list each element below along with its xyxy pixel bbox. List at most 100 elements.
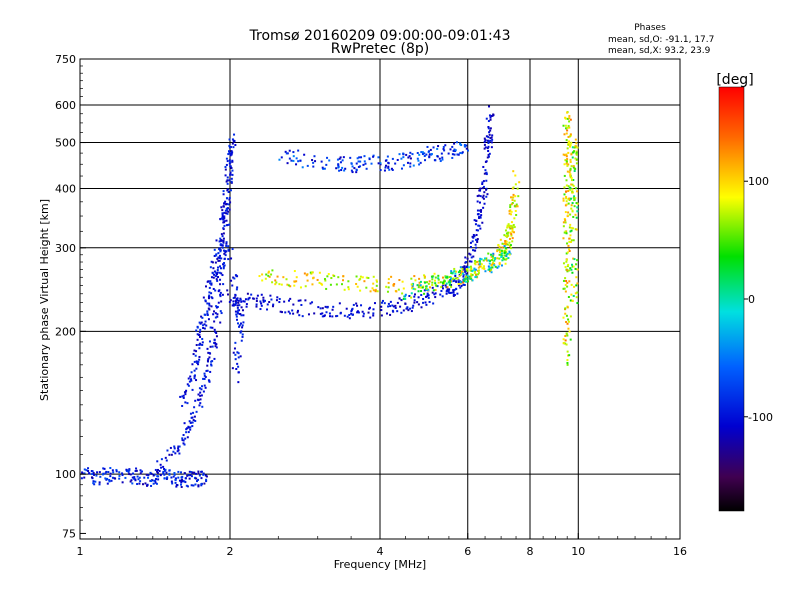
echo-point [222,240,225,243]
echo-point [219,278,222,281]
echo-point [212,267,215,270]
echo-point [490,264,493,267]
echo-point [260,304,263,307]
echo-point [260,293,263,296]
echo-point [234,143,237,146]
echo-point [562,153,565,156]
echo-point [396,158,399,161]
echo-point [220,233,223,236]
echo-point [565,132,568,135]
echo-point [462,283,465,286]
echo-point [473,235,476,238]
echo-point [265,273,268,276]
echo-point [228,223,231,226]
echo-point [128,469,131,472]
echo-point [208,294,211,297]
echo-point [431,291,434,294]
echo-point [476,200,479,203]
echo-point [493,264,496,267]
echo-point [392,305,395,308]
echo-point [209,266,212,269]
echo-point [426,295,429,298]
echo-point [427,296,430,299]
echo-point [181,395,184,398]
echo-point [573,170,576,173]
echo-point [168,469,171,472]
echo-point [193,406,196,409]
echo-point [207,295,210,298]
echo-point [516,187,519,190]
echo-point [459,281,462,284]
echo-point [164,456,167,459]
echo-point [229,161,232,164]
echo-point [512,196,515,199]
echo-point [228,196,231,199]
echo-point [475,246,478,249]
echo-point [571,299,574,302]
echo-point [481,181,484,184]
echo-point [432,146,435,149]
echo-point [425,287,428,290]
echo-point [481,267,484,270]
echo-point [417,286,420,289]
echo-point [219,240,222,243]
echo-point [293,270,296,273]
echo-point [301,166,304,169]
echo-point [491,255,494,258]
echo-point [453,153,456,156]
echo-point [180,483,183,486]
echo-point [191,421,194,424]
echo-point [477,263,480,266]
echo-point [475,238,478,241]
echo-point [492,113,495,116]
echo-point [450,270,453,273]
echo-point [474,261,477,264]
echo-point [225,180,228,183]
echo-point [88,472,91,475]
echo-point [328,315,331,318]
echo-point [407,156,410,159]
echo-point [200,394,203,397]
echo-point [567,263,570,266]
echo-point [569,315,572,318]
echo-point [568,171,571,174]
echo-point [443,149,446,152]
echo-point [214,289,217,292]
echo-point [190,471,193,474]
echo-point [235,313,238,316]
echo-point [237,365,240,368]
echo-point [292,303,295,306]
echo-point [504,240,507,243]
echo-point [442,284,445,287]
echo-point [490,271,493,274]
echo-point [488,131,491,134]
echo-point [206,314,209,317]
echo-point [572,151,575,154]
echo-point [567,124,570,127]
echo-point [465,280,468,283]
echo-point [475,219,478,222]
echo-point [469,245,472,248]
echo-point [500,256,503,259]
echo-point [412,164,415,167]
echo-point [266,308,269,311]
echo-point [466,280,469,283]
echo-point [568,226,571,229]
echo-point [189,421,192,424]
echo-point [198,347,201,350]
echo-point [188,470,191,473]
echo-point [232,304,235,307]
echo-point [570,268,573,271]
echo-point [256,294,259,297]
echo-point [485,195,488,198]
echo-point [230,181,233,184]
echo-point [217,276,220,279]
echo-point [242,314,245,317]
echo-point [202,296,205,299]
echo-point [114,477,117,480]
echo-point [139,480,142,483]
echo-point [183,422,186,425]
echo-point [571,202,574,205]
echo-point [357,311,360,314]
echo-point [503,245,506,248]
